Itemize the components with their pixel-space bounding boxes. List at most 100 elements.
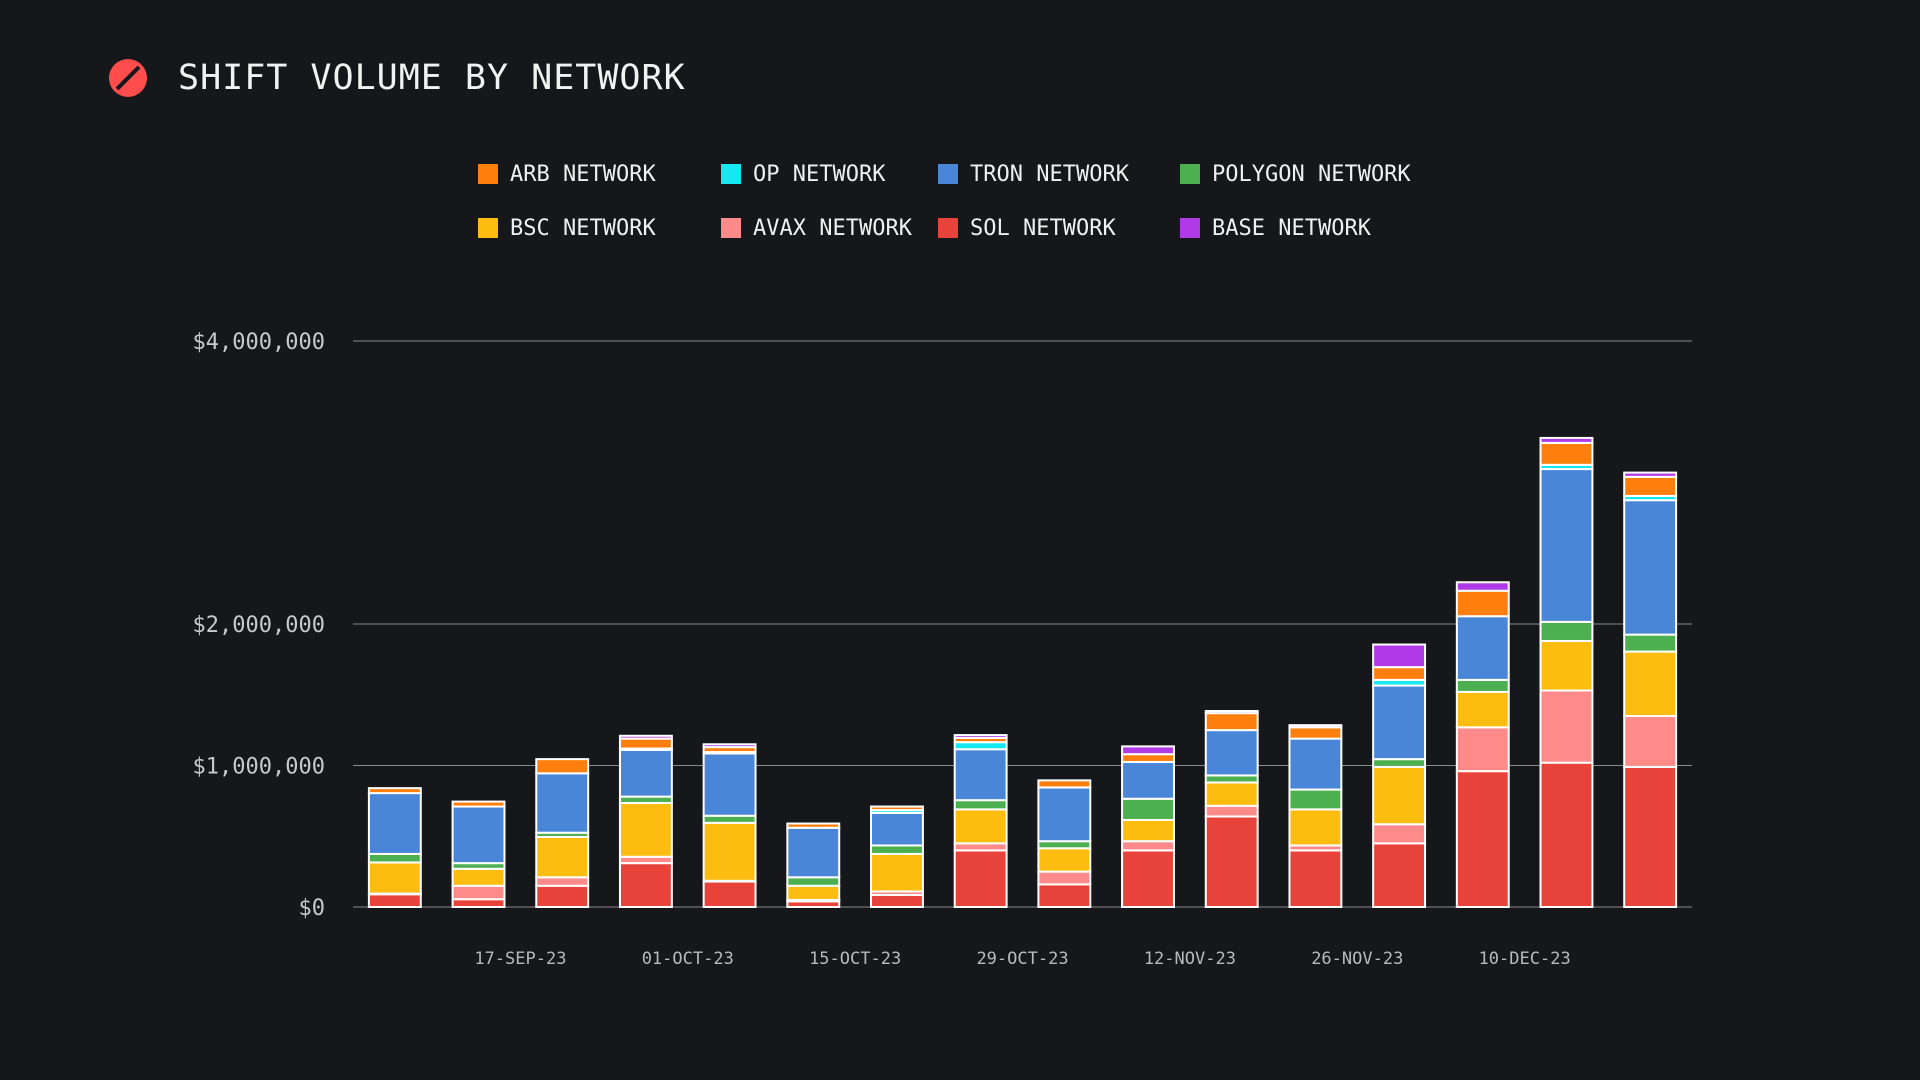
x-tick-label: 10-DEC-23 — [1479, 949, 1571, 969]
bar-segment — [1455, 589, 1510, 618]
bar-segment — [1539, 436, 1594, 444]
bar-segment — [1623, 714, 1678, 768]
bar-stack — [1121, 745, 1175, 909]
bar-segment — [1204, 729, 1259, 777]
bar-segment — [1623, 633, 1678, 653]
bar-segment — [1204, 804, 1259, 818]
bar-segment — [1455, 690, 1510, 729]
bar-segment — [702, 814, 757, 824]
bar-segment — [1455, 581, 1510, 592]
bar-segment — [1121, 760, 1175, 800]
bar-segment — [870, 811, 924, 847]
bar-segment — [1623, 471, 1678, 478]
chart-header: SHIFT VOLUME BY NETWORK — [108, 58, 686, 98]
bar-segment — [1121, 745, 1175, 756]
bar-segment — [1204, 710, 1259, 715]
bar-segment — [870, 852, 924, 893]
bar-segment — [1121, 849, 1175, 909]
bar-stack — [702, 743, 757, 909]
bar-segment — [618, 737, 673, 750]
bar-segment — [367, 787, 422, 795]
legend-swatch — [478, 218, 498, 238]
x-tick-label: 26-NOV-23 — [1311, 949, 1403, 969]
bar-segment — [1288, 724, 1343, 729]
bar-stack — [1037, 779, 1092, 908]
bar-segment — [1121, 818, 1175, 843]
bar-segment — [1623, 765, 1678, 908]
legend-swatch — [938, 218, 958, 238]
bar-segment — [535, 772, 590, 834]
x-tick-label: 29-OCT-23 — [976, 949, 1068, 969]
legend-label: BASE NETWORK — [1212, 215, 1371, 241]
bar-segment — [1372, 684, 1427, 761]
bar-segment — [702, 752, 757, 817]
bar-segment — [1623, 650, 1678, 717]
legend-label: POLYGON NETWORK — [1212, 161, 1411, 187]
bar-segment — [1372, 666, 1427, 681]
bar-segment — [1455, 615, 1510, 681]
bar-stack — [1288, 724, 1343, 909]
bar-segment — [1288, 737, 1343, 791]
bar-segment — [535, 835, 590, 879]
bar-segment — [367, 861, 422, 895]
bar-segment — [1372, 758, 1427, 768]
x-tick-label: 15-OCT-23 — [809, 949, 901, 969]
legend-label: OP NETWORK — [753, 161, 886, 187]
legend-label: ARB NETWORK — [510, 161, 656, 187]
legend-swatch — [721, 218, 741, 238]
legend-swatch — [721, 164, 741, 184]
bar-segment — [702, 880, 757, 909]
legend-item[interactable]: BASE NETWORK — [1180, 214, 1478, 242]
y-tick-label: $2,000,000 — [193, 613, 325, 638]
bar-segment — [1455, 678, 1510, 693]
bar-segment — [1539, 689, 1594, 764]
legend-item[interactable]: AVAX NETWORK — [721, 214, 938, 242]
bar-stack — [953, 734, 1008, 909]
bar-segment — [1204, 815, 1259, 908]
bar-segment — [535, 758, 590, 775]
legend-item[interactable]: ARB NETWORK — [478, 160, 721, 188]
bar-stack — [618, 734, 673, 909]
bar-segment — [786, 826, 841, 879]
bar-segment — [1372, 765, 1427, 826]
bar-segment — [1037, 883, 1092, 908]
bar-segment — [1372, 823, 1427, 845]
legend-swatch — [1180, 218, 1200, 238]
bar-segment — [1121, 840, 1175, 852]
bar-segment — [953, 849, 1008, 909]
bar-segment — [1539, 639, 1594, 692]
bar-segment — [1204, 774, 1259, 784]
legend-item[interactable]: POLYGON NETWORK — [1180, 160, 1478, 188]
legend-item[interactable]: OP NETWORK — [721, 160, 938, 188]
bar-segment — [451, 884, 506, 901]
y-tick-label: $4,000,000 — [193, 330, 325, 355]
bar-segment — [702, 821, 757, 882]
bar-stack — [1539, 436, 1594, 908]
bar-segment — [1623, 499, 1678, 636]
legend-label: AVAX NETWORK — [753, 215, 912, 241]
bar-segment — [953, 799, 1008, 811]
chart-title: SHIFT VOLUME BY NETWORK — [178, 58, 686, 98]
bar-stack — [786, 822, 841, 909]
bar-segment — [1288, 726, 1343, 740]
bar-segment — [1539, 620, 1594, 642]
bar-segment — [618, 748, 673, 798]
bar-segment — [1037, 786, 1092, 843]
bar-segment — [953, 842, 1008, 852]
bar-segment — [451, 800, 506, 808]
bar-segment — [1539, 441, 1594, 466]
legend-item[interactable]: BSC NETWORK — [478, 214, 721, 242]
bar-segment — [1288, 788, 1343, 811]
y-tick-label: $0 — [299, 896, 326, 921]
legend-label: SOL NETWORK — [970, 215, 1116, 241]
bar-stack — [535, 758, 590, 909]
bar-segment — [367, 792, 422, 855]
bar-segment — [535, 876, 590, 887]
x-tick-label: 17-SEP-23 — [474, 949, 566, 969]
bar-segment — [786, 822, 841, 829]
legend-item[interactable]: TRON NETWORK — [938, 160, 1180, 188]
legend-item[interactable]: SOL NETWORK — [938, 214, 1180, 242]
bar-segment — [1121, 797, 1175, 821]
legend-swatch — [938, 164, 958, 184]
